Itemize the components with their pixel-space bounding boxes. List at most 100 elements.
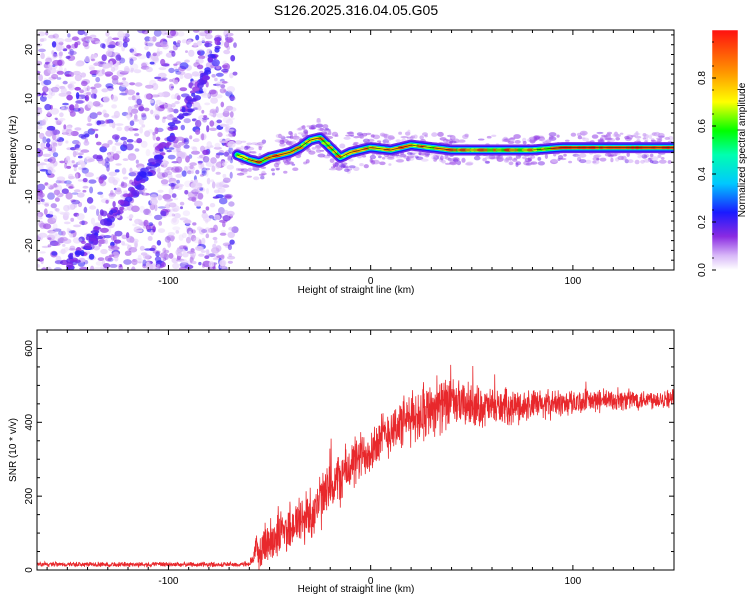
ridge-halo-blob	[353, 141, 359, 145]
noise-blob	[101, 159, 109, 167]
noise-blob	[103, 235, 112, 239]
noise-blob	[66, 94, 73, 101]
noise-blob	[78, 133, 85, 138]
ridge-halo-blob	[283, 160, 291, 166]
noise-blob	[171, 166, 180, 173]
noise-blob	[189, 162, 197, 166]
noise-blob	[55, 208, 60, 212]
noise-blob	[122, 37, 130, 43]
noise-blob	[208, 112, 214, 116]
noise-blob	[61, 105, 65, 110]
noise-blob	[103, 263, 111, 269]
noise-blob	[41, 245, 50, 249]
diagonal-feature-blob	[191, 92, 196, 97]
ridge-halo-blob	[348, 165, 356, 169]
noise-blob	[194, 200, 203, 207]
ridge-halo-blob	[342, 166, 350, 169]
ridge-halo-blob	[379, 161, 386, 166]
noise-blob	[229, 239, 235, 245]
noise-blob	[76, 192, 85, 198]
noise-blob	[37, 257, 44, 262]
noise-blob	[210, 157, 217, 164]
diagonal-feature-blob	[108, 210, 114, 216]
noise-blob	[88, 38, 95, 41]
noise-blob	[176, 156, 183, 164]
noise-blob	[146, 51, 151, 59]
noise-blob	[56, 77, 62, 80]
noise-blob	[206, 125, 210, 133]
noise-blob	[65, 74, 72, 77]
ridge-halo-blob	[273, 162, 280, 168]
noise-blob	[191, 71, 200, 77]
noise-blob	[78, 152, 84, 156]
noise-blob	[88, 179, 97, 184]
ridge-halo-blob	[591, 134, 599, 139]
noise-blob	[94, 83, 102, 88]
noise-blob	[69, 48, 74, 56]
noise-blob	[185, 155, 190, 163]
snr-xtick-label: 100	[565, 576, 582, 587]
noise-blob	[144, 93, 152, 100]
colorbar-ticks: 0.0 0.2 0.4 0.6 0.8	[697, 41, 716, 277]
noise-blob	[189, 135, 193, 140]
noise-blob	[229, 94, 235, 102]
noise-blob	[50, 92, 56, 96]
ridge-halo-blob	[505, 157, 509, 162]
noise-blob	[84, 94, 90, 102]
noise-blob	[215, 161, 222, 169]
noise-blob	[61, 188, 69, 194]
noise-blob	[128, 172, 137, 177]
noise-blob	[112, 153, 120, 161]
noise-blob	[149, 247, 156, 252]
noise-blob	[42, 136, 47, 144]
noise-blob	[197, 192, 204, 200]
noise-blob	[97, 214, 103, 222]
noise-blob	[227, 260, 233, 264]
noise-blob	[108, 254, 115, 257]
noise-blob	[204, 102, 211, 106]
noise-blob	[141, 124, 146, 128]
noise-blob	[99, 146, 107, 153]
noise-blob	[213, 214, 221, 220]
noise-blob	[131, 266, 136, 270]
ridge-halo-blob	[278, 135, 285, 138]
ridge-halo-blob	[626, 152, 630, 157]
ridge-halo-blob	[400, 136, 409, 139]
noise-blob	[219, 232, 227, 236]
noise-blob	[101, 210, 108, 217]
noise-blob	[108, 192, 116, 198]
ridge-halo-blob	[431, 132, 438, 137]
noise-blob	[51, 41, 57, 48]
noise-blob	[80, 149, 90, 153]
noise-blob	[221, 68, 229, 73]
ridge-halo-blob	[577, 135, 582, 140]
ridge-halo-blob	[246, 175, 252, 178]
noise-blob	[104, 157, 110, 164]
ridge-halo-blob	[649, 153, 654, 158]
noise-blob	[52, 142, 58, 148]
noise-blob	[162, 247, 167, 254]
noise-blob	[139, 126, 144, 134]
noise-blob	[180, 206, 183, 210]
noise-blob	[175, 230, 180, 234]
noise-blob	[157, 189, 164, 193]
noise-blob	[174, 166, 183, 173]
noise-blob	[86, 85, 91, 92]
ridge-halo-blob	[585, 159, 592, 164]
noise-blob	[81, 167, 87, 171]
noise-blob	[51, 251, 58, 256]
ridge-halo-blob	[508, 161, 514, 166]
noise-blob	[204, 227, 212, 234]
noise-blob	[148, 222, 153, 227]
ridge-halo-blob	[357, 134, 364, 139]
noise-blob	[202, 153, 206, 161]
ridge-halo-blob	[441, 159, 446, 164]
noise-blob	[37, 143, 41, 147]
noise-blob	[42, 153, 52, 157]
noise-blob	[90, 86, 96, 90]
spectrogram-ytick-label: 0	[24, 144, 35, 150]
noise-blob	[148, 212, 152, 217]
noise-blob	[213, 240, 218, 244]
noise-blob	[182, 245, 188, 250]
